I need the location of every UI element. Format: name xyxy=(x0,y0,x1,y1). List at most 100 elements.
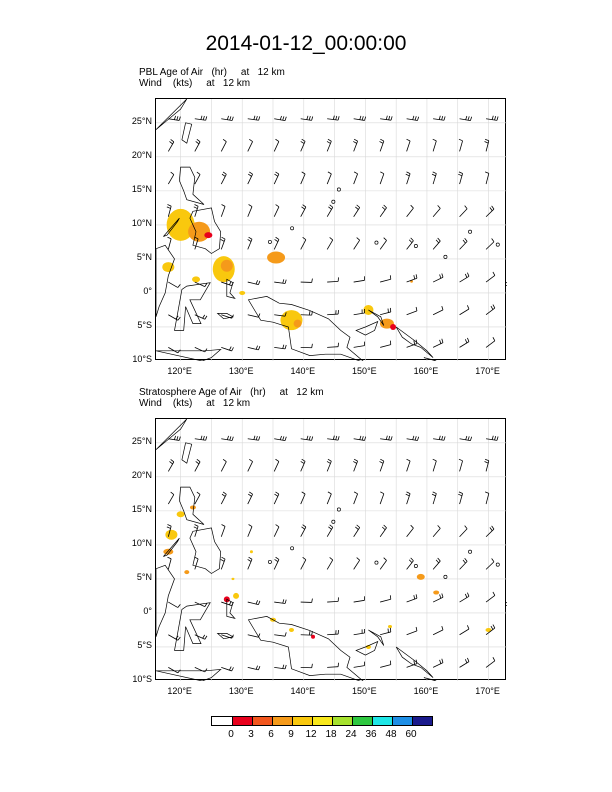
wind-barb xyxy=(327,435,340,441)
wind-barb xyxy=(380,340,392,348)
wind-barb xyxy=(485,624,496,636)
colorbar-swatch xyxy=(212,717,232,725)
wind-barb xyxy=(168,347,181,354)
wind-barb xyxy=(484,138,490,152)
wind-barb xyxy=(168,634,181,641)
wind-barb xyxy=(405,171,411,185)
wind-barb xyxy=(300,138,306,152)
wind-barb xyxy=(485,337,496,348)
lat-tick-label: 25°N xyxy=(131,115,152,126)
lon-tick-label: 130°E xyxy=(228,366,254,376)
wind-barb xyxy=(194,139,201,152)
wind-barb xyxy=(353,308,365,316)
panel1-title-line2: Wind (kts) at 12 km xyxy=(139,78,251,89)
map-canvas xyxy=(156,419,507,681)
lat-tick-label: 10°N xyxy=(131,537,152,548)
wind-barb xyxy=(432,273,444,283)
wind-barb xyxy=(167,139,175,152)
wind-barb xyxy=(247,633,261,638)
wind-barb xyxy=(194,236,199,250)
lat-tick-label: 5°S xyxy=(137,319,152,330)
wind-barb xyxy=(247,313,261,318)
lat-tick-label: 25°N xyxy=(131,435,152,446)
wind-barb xyxy=(300,524,307,537)
shading-region xyxy=(293,319,302,328)
wind-barb xyxy=(166,204,172,217)
wind-barb xyxy=(300,631,313,636)
lat-tick-label: 20°N xyxy=(131,149,152,160)
wind-barb xyxy=(247,138,253,152)
lon-tick-label: 170°E xyxy=(475,686,500,696)
wind-barb xyxy=(458,171,463,185)
shading-region xyxy=(231,577,235,581)
wind-barb xyxy=(432,138,437,152)
wind-barb xyxy=(168,667,181,674)
colorbar-label: 24 xyxy=(345,729,357,740)
colorbar-swatch xyxy=(412,717,432,725)
colorbar-label: 0 xyxy=(228,729,234,740)
lon-tick-label: 120°E xyxy=(167,686,192,696)
wind-barb xyxy=(406,594,418,603)
shading-region xyxy=(416,573,425,580)
lat-tick-label: 0° xyxy=(143,285,152,296)
wind-barb xyxy=(432,525,441,537)
wind-barb xyxy=(221,601,234,606)
wind-barb xyxy=(220,236,226,250)
wind-barb xyxy=(380,435,393,441)
wind-barb xyxy=(327,597,339,603)
map-canvas xyxy=(156,99,507,361)
lat-tick-label: 5°N xyxy=(136,571,152,582)
wind-barb xyxy=(459,558,468,570)
wind-barb xyxy=(353,661,365,668)
shading-region xyxy=(249,550,253,554)
wind-barb xyxy=(380,307,392,316)
wind-barb xyxy=(432,557,441,570)
wind-barb xyxy=(274,435,287,442)
wind-barb xyxy=(431,171,437,185)
lat-tick-label: 15°N xyxy=(131,503,152,514)
wind-barb xyxy=(353,171,358,185)
wind-barb xyxy=(194,556,199,570)
wind-barb xyxy=(432,658,444,668)
wind-barb xyxy=(300,663,313,669)
wind-barb xyxy=(459,305,470,316)
colorbar-swatch xyxy=(292,717,312,725)
lat-tick-label: 10°S xyxy=(132,674,152,684)
shading-region xyxy=(176,511,185,518)
wind-barb xyxy=(300,556,307,570)
shading-region xyxy=(192,276,201,283)
wind-barb xyxy=(194,667,208,673)
colorbar-label: 18 xyxy=(325,729,337,740)
wind-barb xyxy=(220,524,226,537)
wind-barb xyxy=(432,458,437,472)
wind-barb xyxy=(459,337,470,348)
wind-barb xyxy=(326,557,334,570)
shading-region xyxy=(239,290,246,295)
wind-barb xyxy=(247,236,253,250)
wind-barb xyxy=(221,634,234,639)
coastlines xyxy=(156,419,507,681)
colorbar-swatch xyxy=(352,717,372,725)
wind-barb xyxy=(247,524,253,537)
lat-tick-label: 15°N xyxy=(131,183,152,194)
wind-barb xyxy=(273,556,280,570)
wind-barb xyxy=(353,276,365,283)
wind-barb xyxy=(379,557,387,570)
wind-barb xyxy=(431,491,437,505)
wind-barb xyxy=(485,205,495,218)
wind-barb xyxy=(406,274,418,283)
lon-tick-label: 120°E xyxy=(167,366,192,376)
wind-barb xyxy=(379,138,385,152)
wind-barb xyxy=(459,272,470,283)
wind-barb xyxy=(486,435,499,441)
wind-barbs xyxy=(166,115,499,354)
colorbar-swatch xyxy=(272,717,292,725)
wind-barb xyxy=(459,592,470,603)
wind-barb xyxy=(221,435,234,441)
shading-region xyxy=(233,592,240,599)
lon-tick-label: 140°E xyxy=(290,686,316,696)
wind-barb xyxy=(326,458,332,472)
wind-barb xyxy=(433,115,446,121)
wind-barb xyxy=(327,310,339,316)
wind-barb xyxy=(327,630,339,636)
